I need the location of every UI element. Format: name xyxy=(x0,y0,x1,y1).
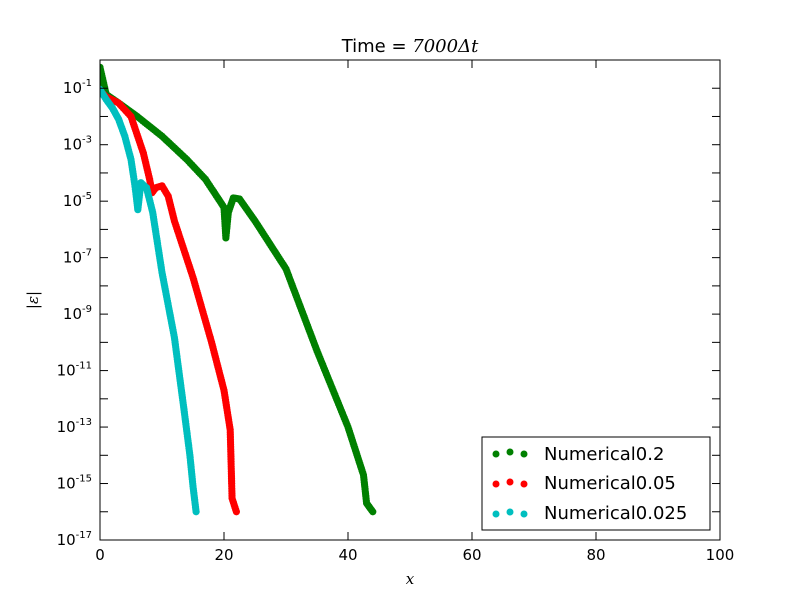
y-tick-label: 10-17 xyxy=(57,530,92,549)
legend-marker-numerical0.025 xyxy=(520,510,528,518)
legend: Numerical0.2 Numerical0.05 Numerical0.02… xyxy=(481,436,711,531)
legend-marker-numerical0.025 xyxy=(492,510,500,518)
y-tick-exponent: -1 xyxy=(82,78,92,89)
plot-frame xyxy=(99,59,721,541)
y-tick-base: 10 xyxy=(57,362,76,380)
y-tick-label: 10-3 xyxy=(63,135,92,154)
y-tick-exponent: -11 xyxy=(76,361,92,372)
y-axis-label: |ε| xyxy=(24,291,42,309)
legend-label-numerical0.025: Numerical0.025 xyxy=(544,503,687,524)
y-tick-label: 10-5 xyxy=(63,191,92,210)
legend-label-numerical0.2: Numerical0.2 xyxy=(544,444,664,465)
legend-marker-numerical0.05 xyxy=(520,480,528,488)
legend-marker-numerical0.2 xyxy=(492,450,500,458)
y-tick-base: 10 xyxy=(57,418,76,436)
series-numerical0.025 xyxy=(100,85,200,516)
y-tick-exponent: -9 xyxy=(82,304,92,315)
data-point xyxy=(232,508,240,516)
y-tick-base: 10 xyxy=(57,531,76,549)
legend-marker-numerical0.025 xyxy=(506,508,514,516)
legend-label-numerical0.05: Numerical0.05 xyxy=(544,473,676,494)
y-tick-base: 10 xyxy=(63,136,82,154)
x-tick-label: 60 xyxy=(462,546,481,564)
legend-box xyxy=(481,436,711,531)
x-tick-label: 0 xyxy=(95,546,105,564)
y-tick-exponent: -17 xyxy=(76,530,92,541)
y-tick-label: 10-15 xyxy=(57,474,92,493)
data-point xyxy=(369,508,377,516)
chart-title-prefix: Time = xyxy=(341,36,413,57)
y-tick-label: 10-11 xyxy=(57,361,92,380)
y-tick-exponent: -5 xyxy=(82,191,92,202)
x-axis-label: x xyxy=(406,570,415,588)
series-numerical0.05 xyxy=(100,87,240,516)
y-tick-exponent: -7 xyxy=(82,248,92,259)
y-tick-base: 10 xyxy=(63,79,82,97)
legend-marker-numerical0.05 xyxy=(506,478,514,486)
plot-area xyxy=(100,63,377,516)
x-tick-label: 20 xyxy=(214,546,233,564)
y-tick-base: 10 xyxy=(57,475,76,493)
x-axis: 0 20 40 60 80 100 xyxy=(95,60,734,564)
y-tick-base: 10 xyxy=(63,305,82,323)
y-tick-exponent: -13 xyxy=(76,417,92,428)
y-tick-base: 10 xyxy=(63,192,82,210)
legend-marker-numerical0.2 xyxy=(506,448,514,456)
y-tick-label: 10-7 xyxy=(63,248,92,267)
y-tick-label: 10-13 xyxy=(57,417,92,436)
chart-title-math: 7000Δt xyxy=(412,36,479,57)
chart-title: Time = 7000Δt xyxy=(341,36,479,57)
x-tick-label: 80 xyxy=(586,546,605,564)
legend-marker-numerical0.05 xyxy=(492,480,500,488)
legend-marker-numerical0.2 xyxy=(520,450,528,458)
x-tick-label: 40 xyxy=(338,546,357,564)
y-tick-label: 10-9 xyxy=(63,304,92,323)
y-tick-label: 10-1 xyxy=(63,78,92,97)
x-tick-label: 100 xyxy=(706,546,735,564)
data-point xyxy=(192,508,200,516)
y-tick-exponent: -15 xyxy=(76,474,92,485)
y-tick-exponent: -3 xyxy=(82,135,92,146)
y-tick-base: 10 xyxy=(63,249,82,267)
